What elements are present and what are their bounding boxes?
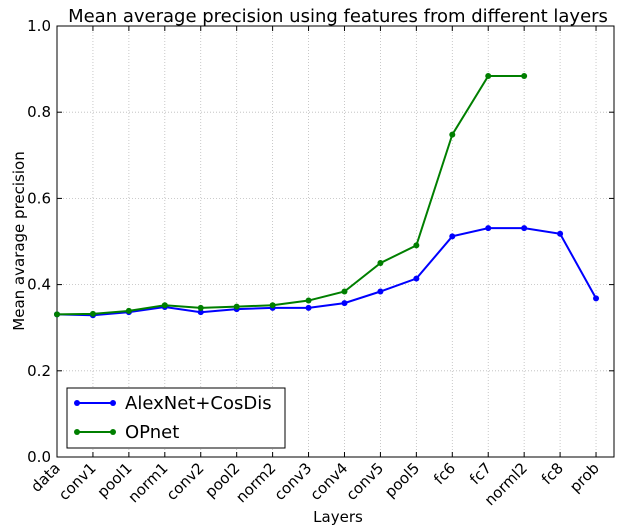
- data-point: [449, 233, 456, 240]
- legend-swatch: [110, 429, 116, 435]
- x-tick-label: fc7: [466, 459, 495, 488]
- data-point: [485, 225, 492, 232]
- data-point: [449, 131, 456, 138]
- x-axis-label: Layers: [313, 508, 363, 525]
- x-tick-label: conv3: [271, 459, 316, 504]
- y-tick-label: 0.0: [27, 448, 51, 466]
- data-point: [197, 309, 204, 316]
- x-tick-label: conv2: [163, 459, 208, 504]
- y-tick-label: 0.2: [27, 362, 51, 380]
- legend-swatch: [74, 429, 80, 435]
- data-point: [485, 72, 492, 79]
- x-tick-label: conv4: [307, 459, 352, 504]
- plot-frame: [56, 25, 615, 458]
- y-tick-label: 0.4: [27, 276, 51, 294]
- x-tick-label: conv5: [342, 459, 387, 504]
- y-axis-label: Mean avarage precision: [10, 151, 28, 330]
- data-point: [413, 275, 420, 282]
- legend-swatch: [74, 400, 80, 406]
- y-tick-label: 0.8: [27, 103, 51, 121]
- data-point: [89, 310, 96, 317]
- y-tick-label: 1.0: [27, 17, 51, 35]
- data-point: [305, 304, 312, 311]
- data-point: [413, 242, 420, 249]
- x-tick-label: fc8: [538, 459, 567, 488]
- chart-title: Mean average precision using features fr…: [68, 6, 608, 27]
- x-tick-label: norm2: [232, 459, 279, 506]
- series-line: [56, 74, 525, 316]
- series-line: [56, 227, 597, 317]
- data-point: [233, 303, 240, 310]
- data-point: [593, 295, 600, 302]
- data-point: [341, 288, 348, 295]
- data-point: [377, 260, 384, 267]
- data-point: [341, 300, 348, 307]
- data-point: [161, 302, 168, 309]
- x-tick-label: norm1: [124, 459, 171, 506]
- x-tick-label: fc6: [430, 459, 459, 488]
- data-point: [269, 302, 276, 309]
- x-tick-label: prob: [566, 459, 603, 496]
- data-point: [521, 225, 528, 232]
- legend-label: OPnet: [125, 422, 179, 443]
- data-point: [377, 288, 384, 295]
- y-tick-label: 0.6: [27, 189, 51, 207]
- legend-label: AlexNet+CosDis: [125, 393, 272, 414]
- legend-swatch: [110, 400, 116, 406]
- data-point: [521, 72, 528, 79]
- data-point: [197, 304, 204, 311]
- legend-box: [66, 387, 286, 449]
- data-point: [54, 311, 60, 318]
- data-point: [125, 307, 132, 314]
- x-tick-label: conv1: [55, 459, 100, 504]
- data-point: [305, 297, 312, 304]
- data-point: [557, 230, 564, 237]
- x-tick-label: pool5: [381, 459, 423, 501]
